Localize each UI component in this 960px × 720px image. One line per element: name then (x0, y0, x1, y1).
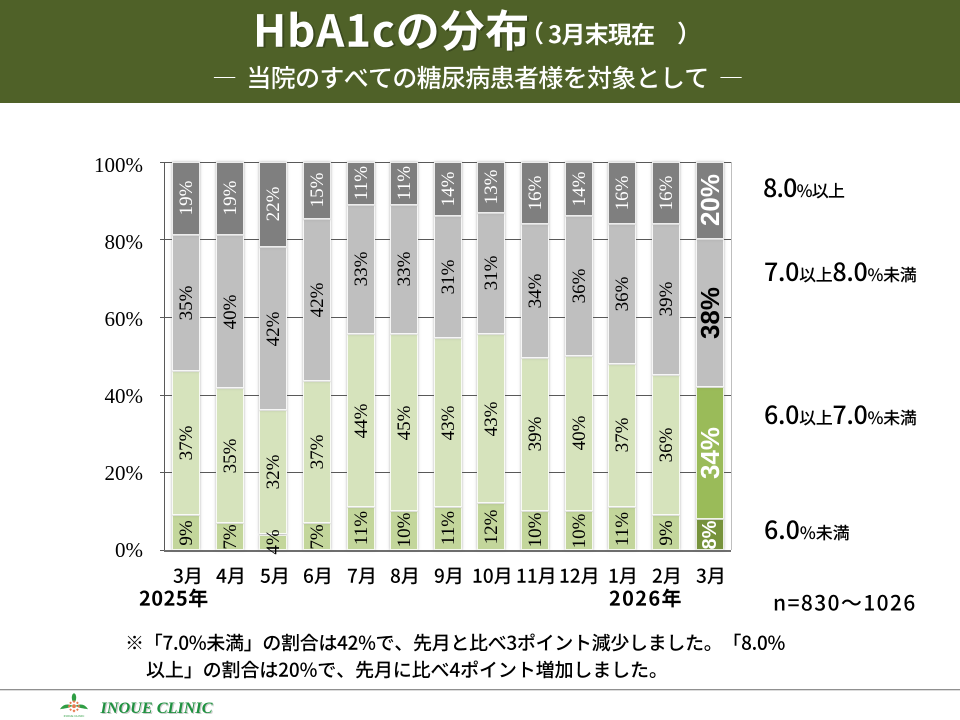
svg-text:INOUE CLINIC: INOUE CLINIC (64, 714, 86, 718)
